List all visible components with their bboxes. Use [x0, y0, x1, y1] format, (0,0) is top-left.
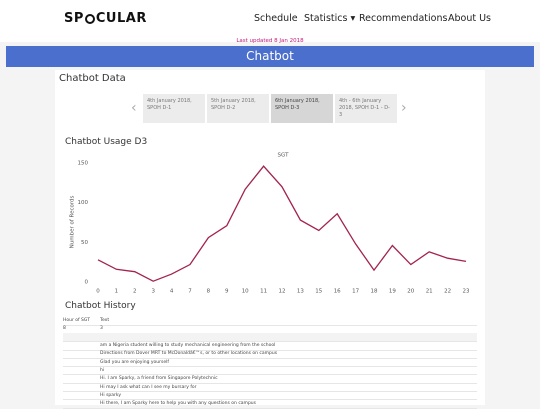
- navbar: SP CULAR Schedule Statistics ▾ Recommenda…: [0, 0, 540, 42]
- cell: Text: [100, 318, 110, 323]
- cell: Hi may I ask what can I see my bursary f…: [100, 384, 197, 390]
- x-tick-label: 10: [242, 289, 249, 295]
- x-tick-label: 16: [334, 289, 341, 295]
- logo-text: SP: [64, 11, 84, 26]
- y-axis-label: Number of Records: [70, 195, 76, 248]
- cell: Glad you are enjoying yourself: [100, 359, 169, 365]
- x-tick-label: 2: [133, 289, 137, 295]
- cell: 8: [63, 326, 66, 331]
- cell: am a Nigeria student willing to study me…: [100, 343, 276, 348]
- history-title: Chatbot History: [65, 301, 136, 311]
- x-tick-label: 18: [371, 289, 378, 295]
- table-row: Hi there, I am Sparky here to help you w…: [63, 400, 477, 409]
- x-tick-label: 19: [389, 289, 396, 295]
- table-row: Hi sparky: [63, 392, 477, 401]
- x-tick-label: 0: [96, 289, 100, 295]
- cell: Hi sparky: [100, 392, 121, 398]
- logo-icon: [84, 13, 95, 24]
- last-updated: Last updated 8 Jan 2018: [236, 38, 304, 44]
- nav-link[interactable]: Recommendations: [359, 13, 448, 24]
- cell: Hi there, I am Sparky here to help you w…: [100, 401, 256, 407]
- cell: Hour of SGT: [63, 318, 90, 323]
- table-row: hi: [63, 367, 477, 376]
- nav-link[interactable]: Statistics ▾: [304, 13, 356, 24]
- x-tick-label: 8: [207, 289, 211, 295]
- section-title: Chatbot Data: [59, 73, 126, 84]
- x-tick-label: 4: [170, 289, 174, 295]
- cell: Hi. I am Sparky, a friend from Singapore…: [100, 376, 218, 382]
- x-tick-label: 3: [151, 289, 155, 295]
- table-row: Directions from Dover MRT to McDonaldâ€™…: [63, 350, 477, 359]
- logo-text: CULAR: [95, 11, 147, 26]
- banner: Chatbot: [6, 46, 534, 67]
- tab-active[interactable]: 6th January 2018, SPOH D-3: [271, 94, 333, 123]
- x-tick-label: 9: [225, 289, 229, 295]
- x-tick-label: 1: [115, 289, 119, 295]
- y-tick-label: 50: [81, 240, 88, 246]
- nav-text: Statistics: [304, 13, 348, 24]
- y-tick-label: 0: [85, 280, 89, 286]
- y-tick-label: 150: [78, 161, 89, 167]
- table-row: [63, 333, 477, 342]
- x-tick-label: 13: [297, 289, 304, 295]
- next-arrow[interactable]: ›: [401, 100, 407, 116]
- logo[interactable]: SP CULAR: [64, 11, 147, 26]
- tab[interactable]: 4th - 6th January 2018, SPOH D-1 - D-3: [335, 94, 397, 123]
- x-tick-label: 23: [463, 289, 470, 295]
- cell: Directions from Dover MRT to McDonaldâ€™…: [100, 351, 278, 357]
- tab[interactable]: 4th January 2018, SPOH D-1: [143, 94, 205, 123]
- x-tick-label: 20: [407, 289, 414, 295]
- prev-arrow[interactable]: ‹: [131, 100, 137, 116]
- card: Chatbot Data ‹ 4th January 2018, SPOH D-…: [55, 70, 485, 409]
- nav-link[interactable]: About Us: [448, 13, 492, 24]
- cell: hi: [100, 367, 105, 373]
- x-tick-label: 21: [426, 289, 433, 295]
- table-header: Hour of SGT Text: [63, 317, 477, 326]
- nav-link[interactable]: Schedule: [254, 13, 298, 24]
- x-tick-label: 11: [260, 289, 267, 295]
- x-tick-label: 7: [188, 289, 192, 295]
- y-tick-label: 100: [78, 200, 89, 206]
- chart-subtitle: SGT: [278, 153, 290, 159]
- line-series: [97, 165, 467, 282]
- x-tick-label: 22: [444, 289, 451, 295]
- x-tick-label: 12: [279, 289, 286, 295]
- table-row: Hi. I am Sparky, a friend from Singapore…: [63, 375, 477, 384]
- x-tick-label: 17: [352, 289, 359, 295]
- cell: 3: [100, 326, 103, 331]
- tab[interactable]: 5th January 2018, SPOH D-2: [207, 94, 269, 123]
- x-tick-label: 15: [315, 289, 322, 295]
- table-row: am a Nigeria student willing to study me…: [63, 342, 477, 351]
- table-row: Hi may I ask what can I see my bursary f…: [63, 384, 477, 392]
- table-row: Glad you are enjoying yourself: [63, 359, 477, 368]
- chart-title: Chatbot Usage D3: [65, 137, 148, 147]
